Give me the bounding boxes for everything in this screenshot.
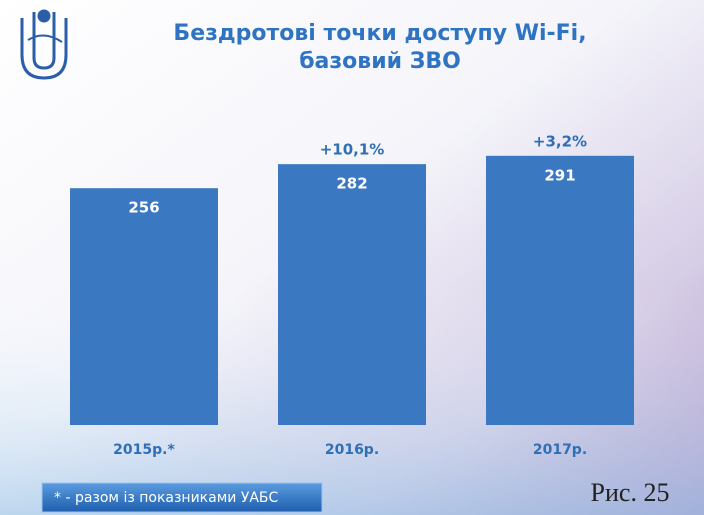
value-label: 282 xyxy=(336,175,367,193)
x-tick-label: 2016р. xyxy=(325,442,379,458)
x-tick-label: 2015р.* xyxy=(113,442,175,458)
chart-title: базовий ЗВО xyxy=(299,49,461,74)
bar xyxy=(486,155,634,425)
figure-label: Рис. 25 xyxy=(591,478,670,507)
x-tick-label: 2017р. xyxy=(533,442,587,458)
footnote: * - разом із показниками УАБС xyxy=(54,490,279,506)
change-label: +10,1% xyxy=(320,141,385,159)
bar xyxy=(70,188,218,425)
footnote-box xyxy=(41,482,323,513)
logo xyxy=(20,9,68,80)
change-label: +3,2% xyxy=(533,132,587,150)
value-label: 291 xyxy=(544,166,575,184)
chart-title: Бездротові точки доступу Wi-Fi, xyxy=(173,21,586,46)
value-label: 256 xyxy=(128,199,159,217)
bar xyxy=(278,164,426,425)
